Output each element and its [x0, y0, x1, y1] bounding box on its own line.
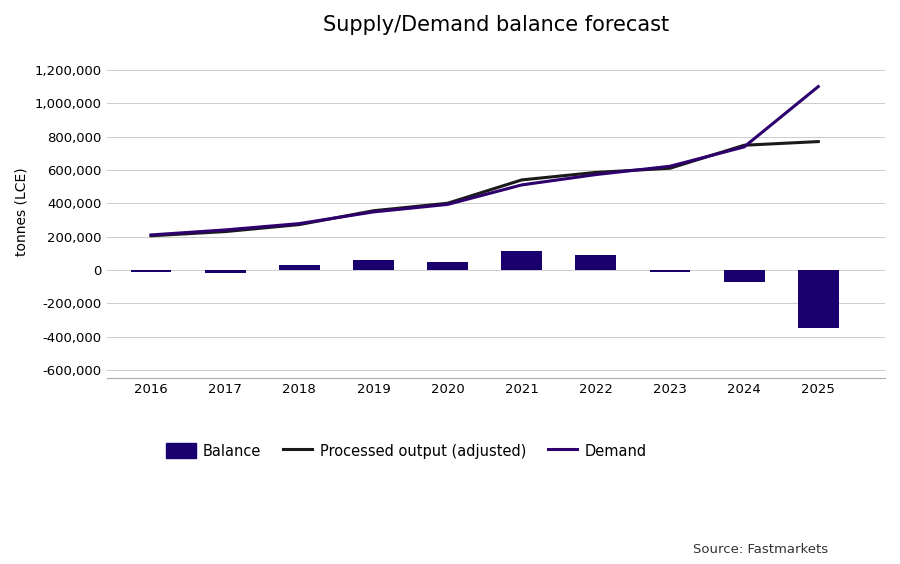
- Bar: [353, 259, 394, 270]
- Bar: [130, 270, 171, 272]
- Bar: [501, 252, 542, 270]
- Bar: [798, 270, 839, 328]
- Text: Source: Fastmarkets: Source: Fastmarkets: [693, 543, 828, 556]
- Title: Supply/Demand balance forecast: Supply/Demand balance forecast: [323, 15, 669, 35]
- Bar: [724, 270, 764, 282]
- Y-axis label: tonnes (LCE): tonnes (LCE): [15, 168, 29, 256]
- Bar: [205, 270, 246, 273]
- Bar: [575, 255, 616, 270]
- Bar: [650, 270, 690, 272]
- Bar: [279, 265, 320, 270]
- Bar: [428, 262, 468, 270]
- Legend: Balance, Processed output (adjusted), Demand: Balance, Processed output (adjusted), De…: [160, 437, 652, 464]
